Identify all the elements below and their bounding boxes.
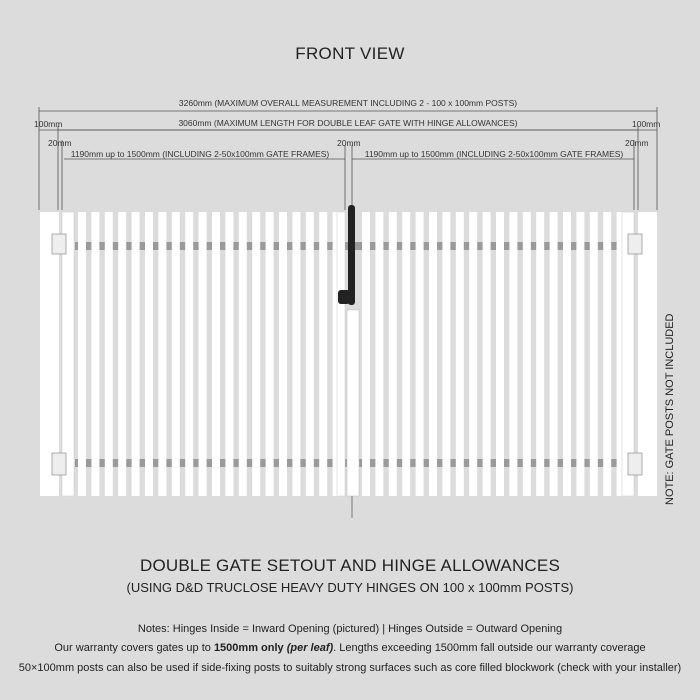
gate-slat (265, 212, 274, 496)
gate-slat (131, 212, 140, 496)
warranty-per-leaf: (per leaf) (286, 642, 334, 654)
hinge-icon (51, 233, 67, 255)
gate-slat (442, 212, 451, 496)
gate-slat (362, 212, 370, 496)
right-leaf-frame (621, 211, 635, 497)
gate-slat (455, 212, 464, 496)
dim-gap-mid: 20mm (337, 138, 361, 148)
dim-gap-right: 20mm (625, 138, 649, 148)
dimension-lines (38, 107, 658, 210)
gate-slat (375, 212, 384, 496)
gate-slat (158, 212, 167, 496)
drop-bolt-housing (346, 309, 360, 497)
gate-slat (91, 212, 100, 496)
gate-slat (496, 212, 504, 496)
gate-slats (78, 212, 625, 496)
gate-slat (118, 212, 127, 496)
gate-slat (252, 212, 261, 496)
dim-gate-length: 3060mm (MAXIMUM LENGTH FOR DOUBLE LEAF G… (178, 118, 517, 128)
gate-slat (292, 212, 301, 496)
gate-slat (522, 212, 531, 496)
left-leaf-stile (336, 211, 346, 497)
gate-slat (616, 212, 625, 496)
left-leaf-frame (61, 211, 75, 497)
hinge-icon (627, 452, 643, 476)
gate-slat (509, 212, 518, 496)
gate-slat (415, 212, 424, 496)
dim-leaf-left: 1190mm up to 1500mm (INCLUDING 2-50x100m… (71, 149, 330, 159)
warranty-text-end: . Lengths exceeding 1500mm fall outside … (333, 642, 646, 654)
side-note: NOTE: GATE POSTS NOT INCLUDED (664, 313, 676, 505)
gate-slat (388, 212, 397, 496)
note-warranty: Our warranty covers gates up to 1500mm o… (0, 642, 700, 654)
warranty-text: Our warranty covers gates up to (54, 642, 214, 654)
gate-slat (212, 212, 220, 496)
gate-slat (145, 212, 153, 496)
gate-slat (332, 212, 341, 496)
page-title: FRONT VIEW (295, 44, 405, 63)
post-right (638, 212, 657, 496)
dim-leaf-right: 1190mm up to 1500mm (INCLUDING 2-50x100m… (365, 149, 624, 159)
gate-slat (482, 212, 491, 496)
latch-icon (338, 205, 355, 305)
gate-slat (576, 212, 585, 496)
gate-slat (279, 212, 287, 496)
note-hinges: Notes: Hinges Inside = Inward Opening (p… (137, 623, 563, 635)
gate-slat (78, 212, 86, 496)
gate-slat (402, 212, 411, 496)
dim-overall: 3260mm (MAXIMUM OVERALL MEASUREMENT INCL… (179, 98, 517, 108)
warranty-limit: 1500mm only (213, 642, 287, 654)
gate-slat (104, 212, 113, 496)
hinge-icon (627, 233, 643, 255)
gate-slat (536, 212, 545, 496)
gate-slat (563, 212, 571, 496)
gate-slat (319, 212, 328, 496)
gate-slat (603, 212, 612, 496)
gate-slat (198, 212, 207, 496)
gate-slat (185, 212, 194, 496)
hinge-icon (51, 452, 67, 476)
heading: DOUBLE GATE SETOUT AND HINGE ALLOWANCES (140, 556, 560, 575)
gate-slat (238, 212, 247, 496)
note-posts: 50×100mm posts can also be used if side-… (18, 662, 682, 674)
gate-slat (225, 212, 234, 496)
gate-slat (469, 212, 478, 496)
post-left (40, 212, 59, 496)
dim-post-right: 100mm (632, 119, 660, 129)
subheading: (USING D&D TRUCLOSE HEAVY DUTY HINGES ON… (126, 580, 574, 595)
gate-slat (305, 212, 314, 496)
hinges (51, 233, 643, 476)
gate-slat (171, 212, 180, 496)
dim-post-left: 100mm (34, 119, 62, 129)
gate-slat (549, 212, 558, 496)
dim-gap-left: 20mm (48, 138, 72, 148)
gate-slat (429, 212, 437, 496)
gate-slat (589, 212, 598, 496)
